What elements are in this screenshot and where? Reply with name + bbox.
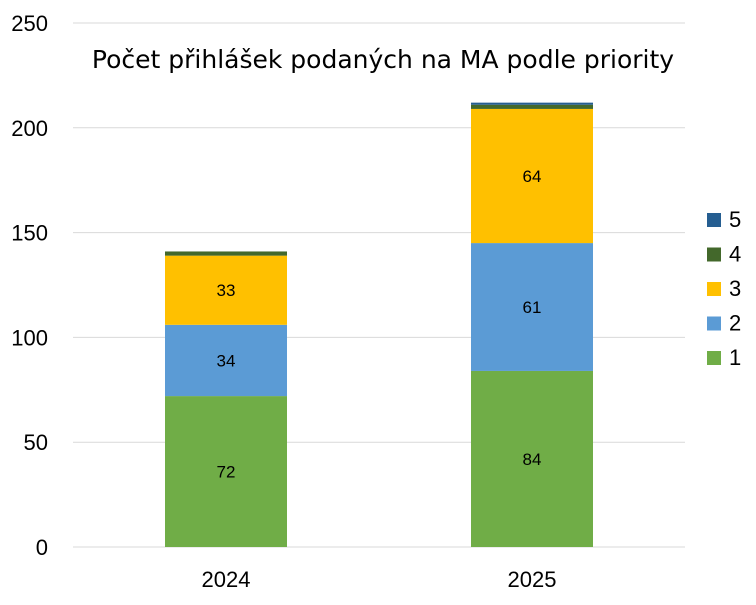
bar-2024-priority-4 xyxy=(165,251,287,256)
legend-label-1: 1 xyxy=(729,345,741,370)
legend-label-2: 2 xyxy=(729,311,741,336)
y-tick-label-200: 200 xyxy=(11,116,48,141)
legend: 5 4 3 2 1 xyxy=(707,207,741,370)
data-label-2024-priority-3: 33 xyxy=(217,281,236,300)
bar-2025-priority-4 xyxy=(471,104,593,109)
data-label-2024-priority-2: 34 xyxy=(217,351,236,370)
x-category-label-2025: 2025 xyxy=(508,567,557,592)
bar-2024-priority-2 xyxy=(165,324,287,397)
legend-swatch-4 xyxy=(707,247,721,262)
data-label-2025-priority-3: 64 xyxy=(523,167,542,186)
bar-2024-priority-1 xyxy=(165,396,287,547)
chart-title: Počet přihlášek podaných na MA podle pri… xyxy=(92,45,674,74)
x-category-label-2024: 2024 xyxy=(202,567,251,592)
data-label-2025-priority-2: 61 xyxy=(523,298,542,317)
legend-label-4: 4 xyxy=(729,242,741,267)
legend-swatch-2 xyxy=(707,316,721,331)
y-tick-label-100: 100 xyxy=(11,325,48,350)
legend-label-3: 3 xyxy=(729,276,741,301)
data-label-2024-priority-1: 72 xyxy=(217,463,236,482)
legend-swatch-1 xyxy=(707,351,721,365)
bar-2025-priority-5 xyxy=(471,102,593,105)
bar-2025-priority-3 xyxy=(471,108,593,244)
legend-label-5: 5 xyxy=(729,207,741,232)
data-label-2025-priority-1: 84 xyxy=(523,450,542,469)
bar-2025-priority-1 xyxy=(471,370,593,547)
bar-2025-priority-2 xyxy=(471,243,593,371)
bars: 72 34 33 84 61 64 xyxy=(165,102,593,547)
y-axis-tick-labels: 0 50 100 150 200 250 xyxy=(11,11,48,560)
bar-2024-priority-3 xyxy=(165,255,287,325)
legend-swatch-3 xyxy=(707,282,721,296)
y-tick-label-250: 250 xyxy=(11,11,48,36)
legend-swatch-5 xyxy=(707,213,721,227)
gridlines xyxy=(73,22,685,548)
x-axis-category-labels: 2024 2025 xyxy=(202,567,557,592)
y-tick-label-50: 50 xyxy=(24,430,48,455)
y-tick-label-150: 150 xyxy=(11,221,48,246)
y-tick-label-0: 0 xyxy=(36,535,48,560)
